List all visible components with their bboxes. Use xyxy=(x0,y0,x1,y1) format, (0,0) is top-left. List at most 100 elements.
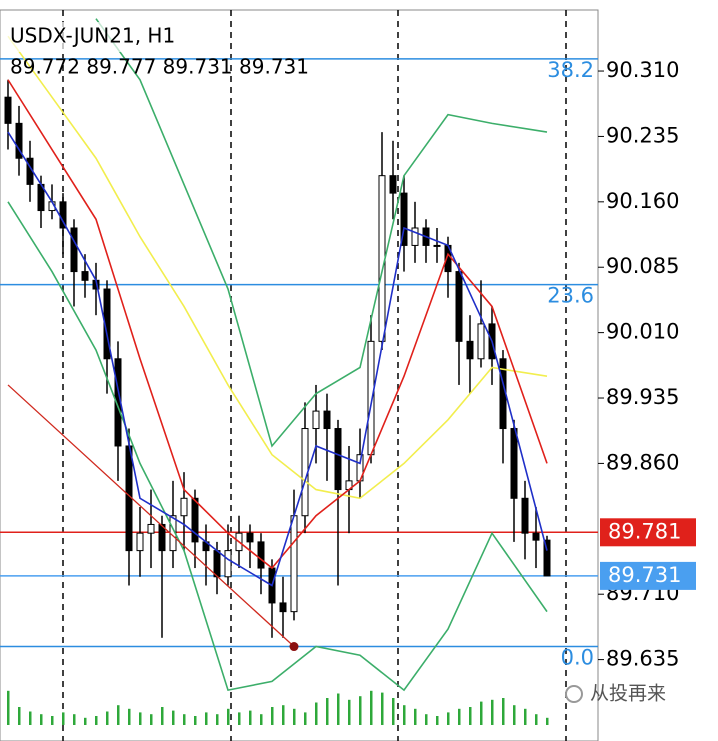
volume-bar xyxy=(117,705,120,725)
fib-label: 0.0 xyxy=(561,646,594,670)
fib-label: 23.6 xyxy=(547,284,594,308)
candle-body xyxy=(532,532,540,541)
volume-bar xyxy=(161,707,164,725)
indicator-line xyxy=(95,18,548,448)
volume-bar xyxy=(513,705,516,725)
y-tick-label: 89.635 xyxy=(606,647,679,671)
candle-body xyxy=(180,497,188,517)
candle-body xyxy=(279,602,287,613)
volume-bar xyxy=(414,708,417,725)
candle-body xyxy=(158,523,166,552)
candle-body xyxy=(70,227,78,273)
volume-bar xyxy=(458,708,461,725)
volume-bar xyxy=(260,714,263,725)
watermark: 从投再来 xyxy=(590,683,666,705)
volume-bar xyxy=(238,712,241,725)
indicator-line xyxy=(7,35,548,500)
volume-bar xyxy=(95,716,98,725)
volume-bar xyxy=(139,712,142,725)
candle-body xyxy=(389,175,397,194)
candle-body xyxy=(191,497,199,543)
volume-bar xyxy=(227,708,230,725)
volume-bar xyxy=(84,717,87,725)
volume-bar xyxy=(62,712,65,725)
volume-bar xyxy=(150,714,153,725)
volume-bar xyxy=(546,717,549,725)
candle-body xyxy=(378,175,386,342)
indicator-line xyxy=(7,201,548,692)
volume-bar xyxy=(326,698,329,725)
y-tick-label: 89.860 xyxy=(606,450,679,474)
trend-anchor xyxy=(289,642,299,652)
indicator-line xyxy=(7,131,548,587)
volume-bar xyxy=(106,711,109,725)
volume-bar xyxy=(29,711,32,725)
y-tick-label: 90.010 xyxy=(606,320,679,344)
volume-bar xyxy=(403,705,406,725)
candle-body xyxy=(4,96,12,124)
volume-bar xyxy=(381,692,384,725)
volume-bar xyxy=(425,714,428,725)
candle-body xyxy=(334,428,342,491)
volume-bar xyxy=(216,714,219,725)
candle-body xyxy=(147,523,155,534)
candle-body xyxy=(246,532,254,543)
price-box xyxy=(600,561,696,590)
y-tick-label: 90.085 xyxy=(606,254,679,278)
title-bg xyxy=(4,22,209,52)
ohlc-header: 89.772 89.777 89.731 89.731 xyxy=(10,55,309,79)
plot-frame xyxy=(0,9,599,741)
y-tick-label: 90.310 xyxy=(606,58,679,82)
candle-body xyxy=(466,340,474,360)
candle-body xyxy=(400,192,408,246)
volume-bar xyxy=(51,716,54,725)
volume-bar xyxy=(436,716,439,725)
candle-body xyxy=(477,323,485,360)
candle-body xyxy=(290,515,298,613)
fib-label: 38.2 xyxy=(547,58,594,82)
price-box xyxy=(600,518,696,547)
volume-bar xyxy=(491,699,494,725)
volume-bar xyxy=(359,696,362,725)
volume-bar xyxy=(348,699,351,725)
candle-body xyxy=(15,122,23,159)
volume-bar xyxy=(249,710,252,725)
volume-bar xyxy=(315,702,318,725)
candle-body xyxy=(323,410,331,430)
trend-line xyxy=(7,384,295,648)
candle-body xyxy=(455,271,463,342)
volume-bar xyxy=(172,710,175,725)
volume-bar xyxy=(370,690,373,725)
candle-body xyxy=(433,244,441,247)
candle-body xyxy=(213,550,221,578)
candle-body xyxy=(411,227,419,246)
price-label: 89.731 xyxy=(608,563,681,587)
candle-body xyxy=(224,550,232,578)
volume-bar xyxy=(524,708,527,725)
volume-bar xyxy=(40,714,43,725)
price-label: 89.781 xyxy=(608,519,681,543)
volume-bar xyxy=(535,714,538,725)
candle-body xyxy=(543,539,551,577)
volume-bar xyxy=(469,707,472,725)
candle-body xyxy=(521,497,529,534)
y-tick-label: 90.235 xyxy=(606,123,679,147)
candle-body xyxy=(510,428,518,499)
logo xyxy=(565,685,583,703)
volume-bar xyxy=(480,701,483,725)
y-tick-label: 90.160 xyxy=(606,189,679,213)
volume-bar xyxy=(128,708,131,725)
volume-bar xyxy=(18,707,21,725)
volume-bar xyxy=(271,707,274,725)
volume-bar xyxy=(73,714,76,725)
candle-body xyxy=(367,340,375,456)
volume-bar xyxy=(205,712,208,725)
volume-bar xyxy=(282,705,285,725)
volume-bar xyxy=(183,714,186,725)
volume-bar xyxy=(337,693,340,725)
volume-bar xyxy=(7,690,10,725)
volume-bar xyxy=(502,698,505,725)
day-separators xyxy=(62,10,567,741)
volume-bar xyxy=(293,708,296,725)
